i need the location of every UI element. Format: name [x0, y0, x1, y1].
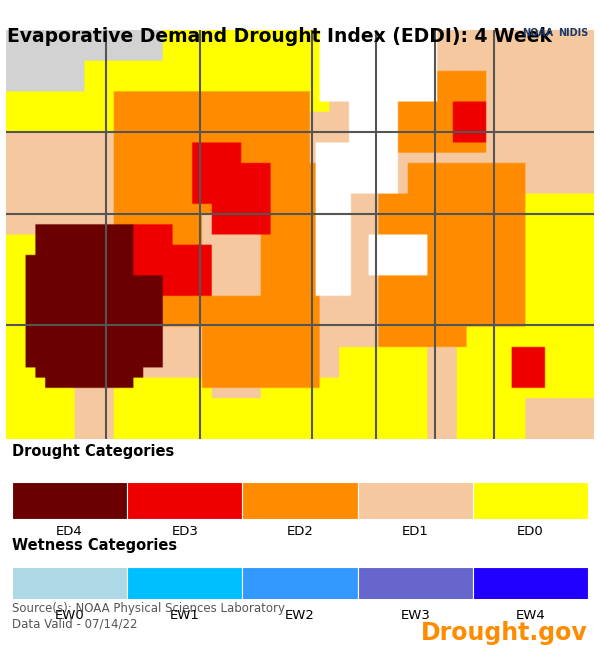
Bar — [358, 567, 473, 603]
Bar — [242, 482, 358, 519]
Text: EW1: EW1 — [170, 609, 200, 622]
Text: NOAA: NOAA — [522, 28, 553, 38]
Text: Drought.gov: Drought.gov — [421, 621, 588, 645]
Text: Source(s): NOAA Physical Sciences Laboratory
Data Valid - 07/14/22: Source(s): NOAA Physical Sciences Labora… — [12, 602, 285, 630]
Bar — [127, 482, 242, 519]
Bar — [12, 567, 127, 603]
Bar — [473, 482, 588, 519]
Text: ED4: ED4 — [56, 526, 83, 538]
Text: Evaporative Demand Drought Index (EDDI): 4 Week: Evaporative Demand Drought Index (EDDI):… — [7, 27, 552, 45]
Text: EW0: EW0 — [55, 609, 85, 622]
Bar — [242, 567, 358, 603]
Text: EW2: EW2 — [285, 609, 315, 622]
Text: ED0: ED0 — [517, 526, 544, 538]
Text: Drought Categories: Drought Categories — [12, 444, 174, 459]
Text: Wetness Categories: Wetness Categories — [12, 538, 177, 553]
Text: ED1: ED1 — [402, 526, 428, 538]
Text: ED3: ED3 — [172, 526, 198, 538]
Text: EW3: EW3 — [400, 609, 430, 622]
Bar — [358, 482, 473, 519]
Text: ED2: ED2 — [287, 526, 313, 538]
Bar — [12, 482, 127, 519]
Bar — [473, 567, 588, 603]
Text: EW4: EW4 — [515, 609, 545, 622]
Text: NIDIS: NIDIS — [558, 28, 588, 38]
Bar — [127, 567, 242, 603]
